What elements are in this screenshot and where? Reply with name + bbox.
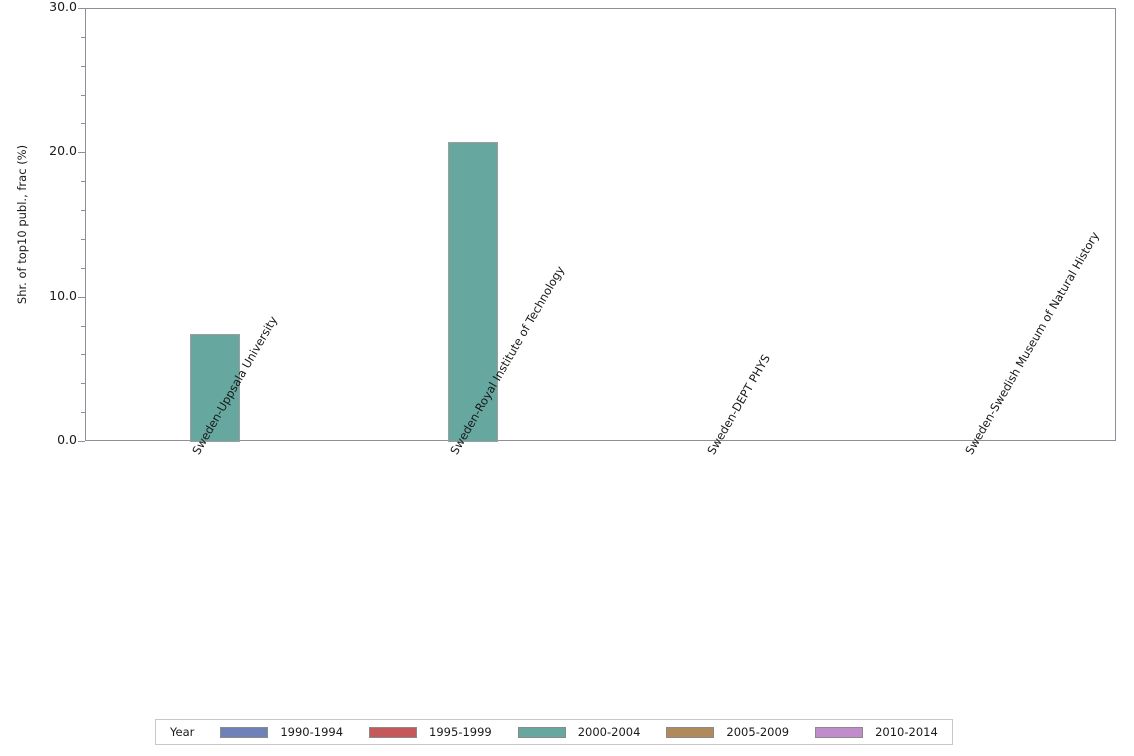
y-tick-minor (81, 267, 85, 269)
y-tick-minor (81, 65, 85, 67)
y-tick-minor (81, 238, 85, 240)
y-tick-major (78, 8, 85, 9)
y-tick-minor (81, 354, 85, 356)
legend-title: Year (170, 725, 195, 739)
y-tick-minor (81, 210, 85, 212)
legend-entry[interactable]: 2000-2004 (517, 725, 641, 739)
y-tick-minor (81, 36, 85, 38)
y-tick-label: 0.0 (57, 432, 77, 447)
y-tick-minor (81, 383, 85, 385)
legend-label: 2005-2009 (726, 725, 790, 739)
legend-entry[interactable]: 2010-2014 (815, 725, 938, 739)
y-tick-major (78, 152, 85, 154)
legend-swatch (666, 726, 715, 738)
bar (189, 333, 240, 442)
y-tick-minor (81, 181, 85, 183)
y-tick-minor (81, 123, 85, 125)
legend-entry[interactable]: 2005-2009 (666, 725, 789, 739)
y-tick-minor (81, 412, 85, 414)
legend-swatch (517, 726, 566, 738)
legend-label: 2000-2004 (577, 725, 641, 739)
y-tick-major (78, 296, 85, 298)
y-tick-minor (81, 325, 85, 327)
bar (447, 141, 498, 442)
y-tick-major (78, 441, 85, 442)
y-tick-minor (81, 94, 85, 96)
y-axis-label: Shr. of top10 publ., frac (%) (15, 144, 29, 305)
legend-label: 1990-1994 (280, 725, 344, 739)
y-tick-label: 30.0 (49, 0, 77, 14)
legend-swatch (369, 726, 418, 738)
y-tick-label: 10.0 (49, 287, 77, 303)
legend-entry[interactable]: 1995-1999 (369, 725, 492, 739)
plot-area (85, 8, 1116, 442)
y-tick-label: 20.0 (49, 143, 77, 159)
legend-label: 2010-2014 (875, 725, 938, 739)
legend-swatch (220, 726, 269, 738)
legend-entry[interactable]: 1990-1994 (220, 725, 343, 739)
legend-label: 1995-1999 (429, 725, 492, 739)
legend-swatch (815, 726, 864, 738)
legend: Year 1990-1994 1995-1999 2000-2004 2005-200… (155, 719, 953, 745)
